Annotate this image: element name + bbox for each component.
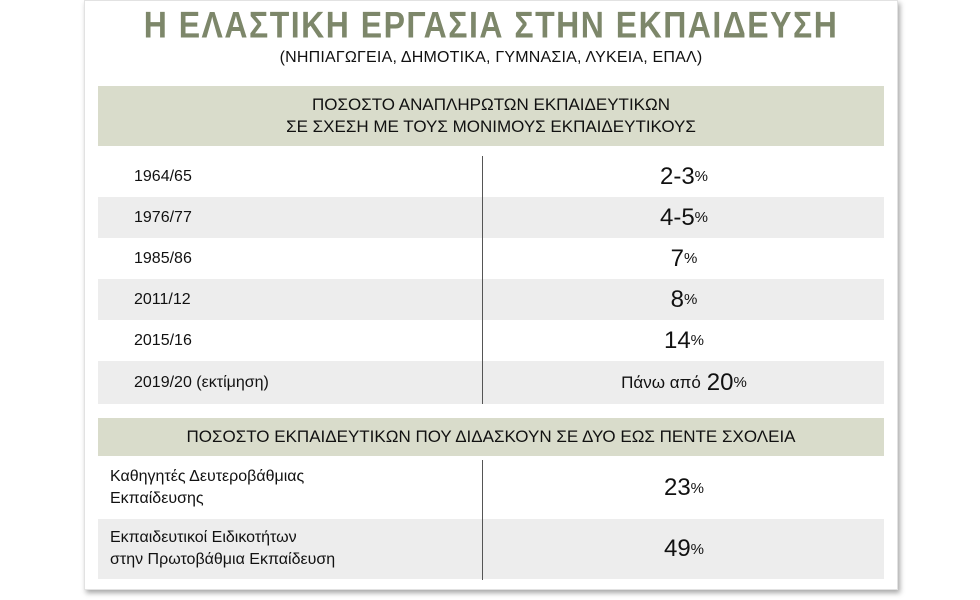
row-year: 2019/20 (εκτίμηση) <box>134 373 269 391</box>
row-value: 49% <box>484 519 884 579</box>
row-category-line1: Καθηγητές Δευτεροβάθμιας <box>110 468 305 485</box>
value-unit: % <box>684 250 698 267</box>
value-unit: % <box>733 374 747 391</box>
table-row: 1985/86 7% <box>98 238 884 279</box>
value-unit: % <box>694 209 709 226</box>
value-unit: % <box>694 168 709 185</box>
row-category: Εκπαιδευτικοί Ειδικοτήτων στην Πρωτοβάθμ… <box>110 519 335 579</box>
section1-heading-line1: ΠΟΣΟΣΤΟ ΑΝΑΠΛΗΡΩΤΩΝ ΕΚΠΑΙΔΕΥΤΙΚΩΝ <box>311 95 670 114</box>
column-divider <box>482 460 483 580</box>
value-number: 8 <box>670 285 684 313</box>
row-category: Καθηγητές Δευτεροβάθμιας Εκπαίδευσης <box>110 460 304 516</box>
value-number: 4-5 <box>659 203 695 231</box>
row-value: 4-5% <box>484 197 884 238</box>
table-row: Εκπαιδευτικοί Ειδικοτήτων στην Πρωτοβάθμ… <box>98 519 884 579</box>
table-row: Καθηγητές Δευτεροβάθμιας Εκπαίδευσης 23% <box>98 460 884 516</box>
table-row: 1964/65 2-3% <box>98 156 884 197</box>
row-value: Πάνω από 20% <box>484 361 884 404</box>
value-number: 23 <box>663 474 691 501</box>
row-value: 14% <box>484 320 884 361</box>
row-value: 23% <box>484 460 884 516</box>
value-unit: % <box>690 332 705 349</box>
row-year: 2015/16 <box>134 331 192 349</box>
value-unit: % <box>684 291 698 308</box>
section1-heading-line2: ΣΕ ΣΧΕΣΗ ΜΕ ΤΟΥΣ ΜΟΝΙΜΟΥΣ ΕΚΠΑΙΔΕΥΤΙΚΟΥΣ <box>286 117 696 136</box>
value-prefix: Πάνω από <box>621 372 701 392</box>
row-category-line2: Εκπαίδευσης <box>110 490 204 507</box>
row-category-line2: στην Πρωτοβάθμια Εκπαίδευση <box>110 551 336 568</box>
row-year: 1964/65 <box>134 167 192 185</box>
row-category-line1: Εκπαιδευτικοί Ειδικοτήτων <box>110 529 297 546</box>
table-row: 1976/77 4-5% <box>98 197 884 238</box>
row-value: 7% <box>484 238 884 279</box>
table-row: 2015/16 14% <box>98 320 884 361</box>
row-year: 1985/86 <box>134 249 192 267</box>
row-value: 2-3% <box>484 156 884 197</box>
row-year: 1976/77 <box>134 208 192 226</box>
section2-heading: ΠΟΣΟΣΤΟ ΕΚΠΑΙΔΕΥΤΙΚΩΝ ΠΟΥ ΔΙΔΑΣΚΟΥΝ ΣΕ Δ… <box>98 418 884 456</box>
section2-heading-text: ΠΟΣΟΣΤΟ ΕΚΠΑΙΔΕΥΤΙΚΩΝ ΠΟΥ ΔΙΔΑΣΚΟΥΝ ΣΕ Δ… <box>186 427 796 446</box>
page-title: Η ΕΛΑΣΤΙΚΗ ΕΡΓΑΣΙΑ ΣΤΗΝ ΕΚΠΑΙΔΕΥΣΗ <box>143 4 839 46</box>
section1-heading: ΠΟΣΟΣΤΟ ΑΝΑΠΛΗΡΩΤΩΝ ΕΚΠΑΙΔΕΥΤΙΚΩΝ ΣΕ ΣΧΕ… <box>98 86 884 146</box>
value-number: 2-3 <box>659 162 695 190</box>
row-year: 2011/12 <box>134 290 191 308</box>
row-value: 8% <box>484 279 884 320</box>
value-number: 49 <box>663 535 691 562</box>
table-row: 2019/20 (εκτίμηση) Πάνω από 20% <box>98 361 884 404</box>
infographic-card: Η ΕΛΑΣΤΙΚΗ ΕΡΓΑΣΙΑ ΣΤΗΝ ΕΚΠΑΙΔΕΥΣΗ (ΝΗΠΙ… <box>84 0 898 590</box>
value-unit: % <box>690 540 705 558</box>
value-unit: % <box>690 479 705 497</box>
table-row: 2011/12 8% <box>98 279 884 320</box>
value-number: 7 <box>670 244 684 272</box>
value-number: 20 <box>706 368 734 396</box>
value-number: 14 <box>663 326 691 354</box>
column-divider <box>482 156 483 404</box>
page-subtitle: (ΝΗΠΙΑΓΩΓΕΙΑ, ΔΗΜΟΤΙΚΑ, ΓΥΜΝΑΣΙΑ, ΛΥΚΕΙΑ… <box>279 49 703 66</box>
